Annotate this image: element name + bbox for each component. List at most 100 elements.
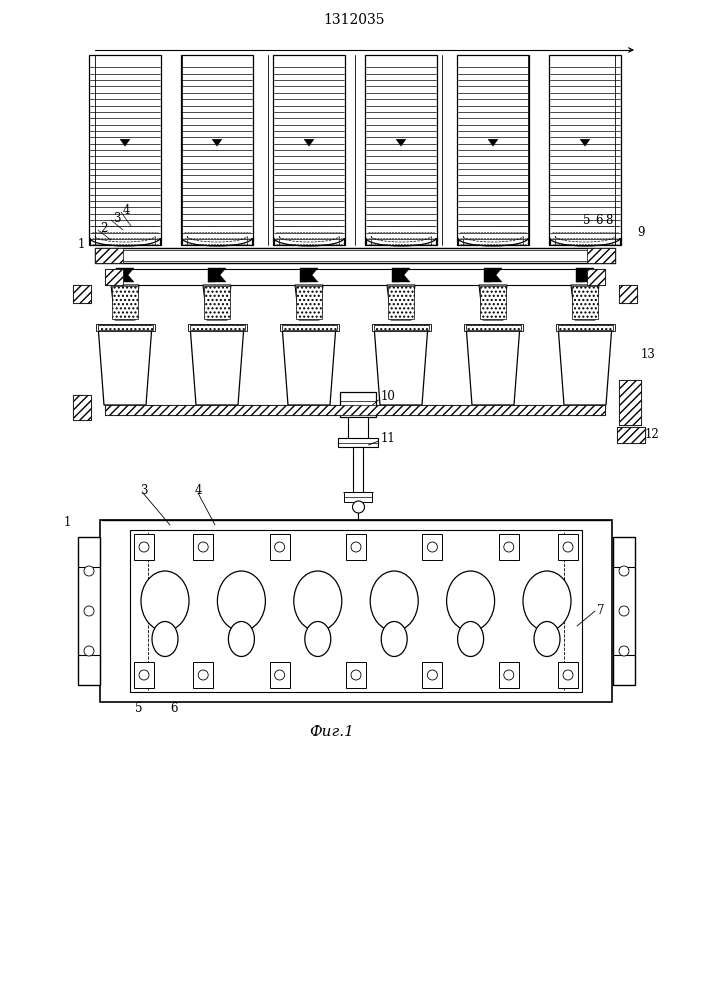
Ellipse shape (523, 571, 571, 631)
Circle shape (504, 670, 514, 680)
Polygon shape (190, 325, 244, 405)
Polygon shape (580, 139, 590, 146)
Polygon shape (300, 268, 318, 275)
Polygon shape (576, 275, 594, 282)
Bar (181, 55, 253, 245)
Bar (464, 324, 523, 331)
Polygon shape (111, 285, 139, 320)
Bar (344, 492, 373, 502)
Bar (346, 534, 366, 560)
Text: 8: 8 (605, 214, 612, 227)
Circle shape (139, 542, 149, 552)
Polygon shape (374, 325, 428, 405)
Polygon shape (484, 268, 491, 282)
Polygon shape (571, 285, 599, 320)
Bar (100, 520, 612, 702)
Ellipse shape (305, 621, 331, 656)
Polygon shape (396, 139, 406, 146)
Polygon shape (484, 275, 502, 282)
Bar (422, 662, 443, 688)
Bar (587, 248, 615, 263)
Bar (619, 380, 641, 425)
Circle shape (428, 542, 438, 552)
Polygon shape (208, 275, 226, 282)
Ellipse shape (294, 571, 341, 631)
Polygon shape (120, 139, 130, 146)
Bar (341, 392, 377, 417)
Polygon shape (295, 285, 323, 320)
Text: 11: 11 (380, 432, 395, 446)
Bar (457, 55, 529, 245)
Bar (346, 662, 366, 688)
Polygon shape (488, 139, 498, 146)
Ellipse shape (141, 571, 189, 631)
Bar (98, 325, 153, 330)
Polygon shape (304, 139, 314, 146)
Polygon shape (392, 275, 410, 282)
Bar (188, 324, 247, 331)
Bar (365, 55, 437, 245)
Circle shape (84, 606, 94, 616)
Circle shape (619, 606, 629, 616)
Polygon shape (116, 275, 134, 282)
Circle shape (274, 542, 285, 552)
Bar (372, 324, 431, 331)
Bar (134, 662, 154, 688)
Text: 6: 6 (170, 702, 177, 714)
Polygon shape (212, 139, 222, 146)
Bar (282, 325, 337, 330)
Bar (193, 662, 214, 688)
Text: 6: 6 (595, 214, 602, 227)
Bar (193, 534, 214, 560)
Bar (204, 286, 230, 319)
Text: 12: 12 (645, 428, 660, 442)
Bar (190, 325, 245, 330)
Polygon shape (116, 268, 123, 282)
Ellipse shape (152, 621, 178, 656)
Bar (558, 662, 578, 688)
Bar (112, 286, 138, 319)
Text: 7: 7 (597, 604, 604, 617)
Text: 3: 3 (113, 212, 120, 225)
Circle shape (563, 670, 573, 680)
Circle shape (619, 566, 629, 576)
Bar (105, 405, 605, 415)
Text: 10: 10 (380, 390, 395, 403)
Text: 5: 5 (583, 214, 590, 227)
Text: 2: 2 (100, 222, 107, 234)
Polygon shape (300, 268, 307, 282)
Polygon shape (387, 285, 415, 320)
Polygon shape (208, 268, 226, 275)
Bar (273, 55, 345, 245)
Ellipse shape (370, 571, 419, 631)
Bar (619, 285, 637, 303)
Text: 9: 9 (637, 227, 645, 239)
Bar (130, 530, 582, 692)
Ellipse shape (217, 571, 265, 631)
Polygon shape (484, 268, 502, 275)
Text: 4: 4 (123, 204, 131, 217)
Bar (73, 395, 91, 420)
Bar (73, 285, 91, 303)
Circle shape (504, 542, 514, 552)
Circle shape (351, 670, 361, 680)
Bar (354, 447, 363, 497)
Bar (296, 286, 322, 319)
Bar (558, 325, 613, 330)
Circle shape (198, 670, 208, 680)
Ellipse shape (381, 621, 407, 656)
Bar (134, 534, 154, 560)
Circle shape (428, 670, 438, 680)
Text: Фиг.1: Фиг.1 (309, 725, 354, 739)
Bar (95, 248, 123, 263)
Bar (619, 380, 641, 425)
Bar (95, 248, 615, 263)
Bar (280, 324, 339, 331)
Polygon shape (558, 325, 612, 405)
Bar (374, 325, 429, 330)
Ellipse shape (447, 571, 495, 631)
Circle shape (351, 542, 361, 552)
Bar (587, 269, 605, 285)
Polygon shape (576, 268, 583, 282)
Text: 1: 1 (78, 237, 85, 250)
